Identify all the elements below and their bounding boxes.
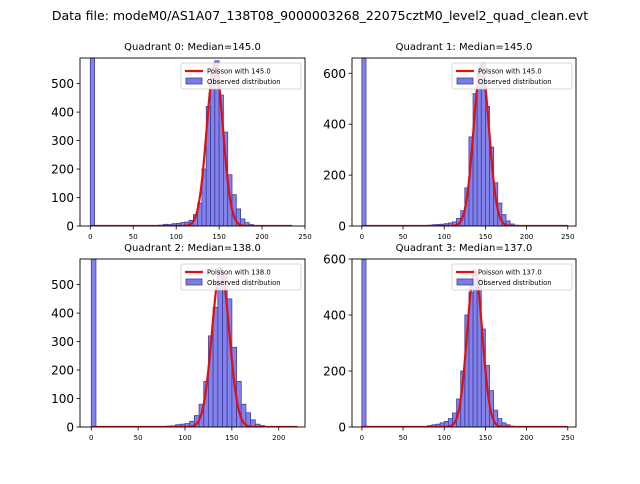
histogram-bar <box>476 72 482 226</box>
y-tick-label: 200 <box>51 364 74 378</box>
x-tick-label: 200 <box>272 434 285 442</box>
x-tick-label: 150 <box>479 434 492 442</box>
y-tick-label: 300 <box>51 335 74 349</box>
x-tick-label: 50 <box>399 233 408 241</box>
plot-area <box>89 58 293 226</box>
y-tick-label: 100 <box>51 392 74 406</box>
legend-patch-label: Observed distribution <box>207 78 281 86</box>
y-tick-label: 200 <box>323 169 346 183</box>
legend-box <box>180 62 302 90</box>
y-tick-label: 400 <box>51 106 74 120</box>
x-tick-label: 250 <box>561 434 574 442</box>
legend-box <box>180 263 302 291</box>
x-tick-label: 0 <box>360 233 364 241</box>
y-tick-label: 0 <box>338 421 346 435</box>
histogram-bar <box>89 58 95 226</box>
histogram-bar <box>90 259 97 427</box>
y-tick-label: 200 <box>323 365 346 379</box>
y-tick-label: 400 <box>51 307 74 321</box>
x-tick-label: 250 <box>298 233 311 241</box>
x-tick-label: 0 <box>88 233 92 241</box>
legend-line-label: Poisson with 145.0 <box>478 68 542 76</box>
y-tick-label: 400 <box>323 118 346 132</box>
x-tick-label: 50 <box>129 233 138 241</box>
y-tick-label: 400 <box>323 309 346 323</box>
legend-line-label: Poisson with 145.0 <box>207 68 271 76</box>
poisson-curve <box>361 268 568 427</box>
histogram-bar <box>361 58 367 226</box>
legend-patch-swatch <box>456 278 474 286</box>
figure-title: Data file: modeM0/AS1A07_138T08_90000032… <box>52 8 588 23</box>
histogram-bar <box>210 71 216 226</box>
y-tick-label: 0 <box>66 220 74 234</box>
legend-patch-label: Observed distribution <box>478 78 552 86</box>
poisson-curve <box>91 267 298 427</box>
x-tick-label: 200 <box>255 233 268 241</box>
axes-frame <box>351 258 577 428</box>
y-tick-label: 600 <box>323 67 346 81</box>
poisson-curve <box>361 64 568 226</box>
legend-box <box>451 263 573 291</box>
legend-patch-label: Observed distribution <box>207 279 281 287</box>
y-tick-label: 500 <box>51 278 74 292</box>
y-tick-label: 500 <box>51 77 74 91</box>
x-tick-label: 100 <box>178 434 191 442</box>
x-tick-label: 250 <box>561 233 574 241</box>
histogram-bar <box>217 267 223 427</box>
legend-patch-swatch <box>456 77 474 85</box>
legend-box <box>451 62 573 90</box>
chart-panel-0: 0 50 100 150 200 250 0 100 200 300 400 500 Quadrant … <box>51 42 312 241</box>
x-tick-label: 50 <box>399 434 408 442</box>
axes-frame <box>79 57 306 227</box>
plot-area <box>361 58 568 226</box>
legend-patch-label: Observed distribution <box>478 279 552 287</box>
x-tick-label: 100 <box>169 233 182 241</box>
y-tick-label: 0 <box>338 220 346 234</box>
chart-panel-1: 0 50 100 150 200 250 0 200 400 600 Quadrant 1: Med… <box>323 42 577 241</box>
panel-title: Quadrant 1: Median=145.0 <box>396 42 533 53</box>
panel-title: Quadrant 0: Median=145.0 <box>124 42 261 53</box>
chart-panel-2: 0 50 100 150 200 0 100 200 300 400 500 Quadrant 2: … <box>51 243 306 442</box>
x-tick-label: 0 <box>89 434 93 442</box>
panel-title: Quadrant 3: Median=137.0 <box>396 243 533 254</box>
legend-patch-swatch <box>185 278 203 286</box>
y-tick-label: 600 <box>323 253 346 267</box>
x-tick-label: 150 <box>212 233 225 241</box>
histogram-bar <box>472 272 478 427</box>
y-tick-label: 300 <box>51 134 74 148</box>
y-tick-label: 0 <box>66 421 74 435</box>
x-tick-label: 50 <box>134 434 143 442</box>
y-tick-label: 100 <box>51 191 74 205</box>
x-tick-label: 150 <box>225 434 238 442</box>
panel-title: Quadrant 2: Median=138.0 <box>124 243 261 254</box>
histogram-bar <box>361 259 367 427</box>
poisson-curve <box>90 62 293 226</box>
x-tick-label: 150 <box>479 233 492 241</box>
y-tick-label: 200 <box>51 163 74 177</box>
x-tick-label: 200 <box>520 434 533 442</box>
x-tick-label: 200 <box>520 233 533 241</box>
histogram-bar <box>212 307 219 427</box>
axes-frame <box>79 258 306 428</box>
x-tick-label: 100 <box>438 233 451 241</box>
x-tick-label: 100 <box>438 434 451 442</box>
chart-panel-3: 0 50 100 150 200 250 0 200 400 600 Quadrant 3: Med… <box>323 243 577 442</box>
legend-line-label: Poisson with 138.0 <box>207 269 271 277</box>
legend-line-label: Poisson with 137.0 <box>478 269 542 277</box>
x-tick-label: 0 <box>360 434 364 442</box>
axes-frame <box>351 57 577 227</box>
legend-patch-swatch <box>185 77 203 85</box>
